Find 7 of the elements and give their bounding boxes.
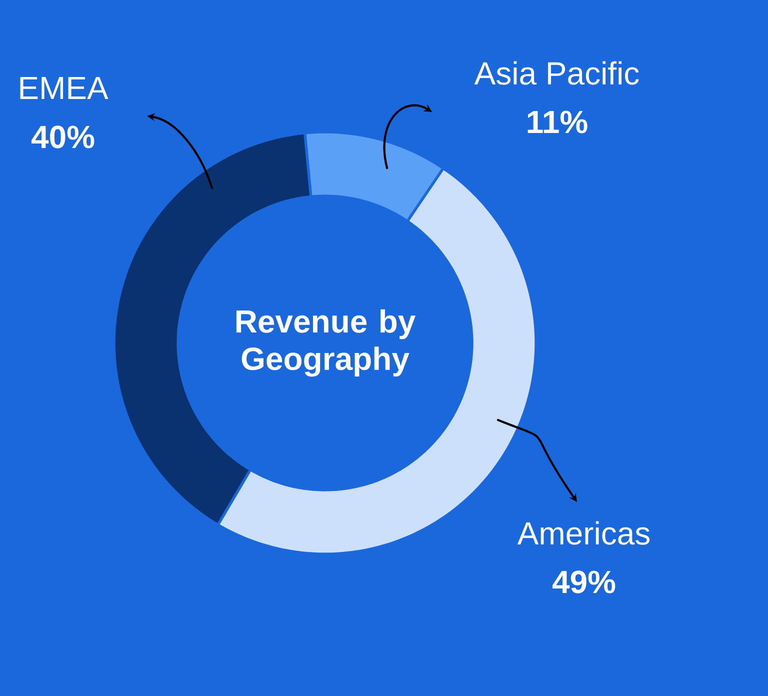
slice-label: EMEA — [20, 76, 108, 99]
slice-label: Asia Pacific — [474, 61, 639, 85]
data-label: 11% — [528, 110, 588, 134]
data-label: 40% — [31, 126, 94, 148]
data-label: 49% — [552, 570, 616, 594]
text: Revenue by Geography — [236, 309, 416, 377]
slice-label: Americas — [517, 521, 650, 545]
